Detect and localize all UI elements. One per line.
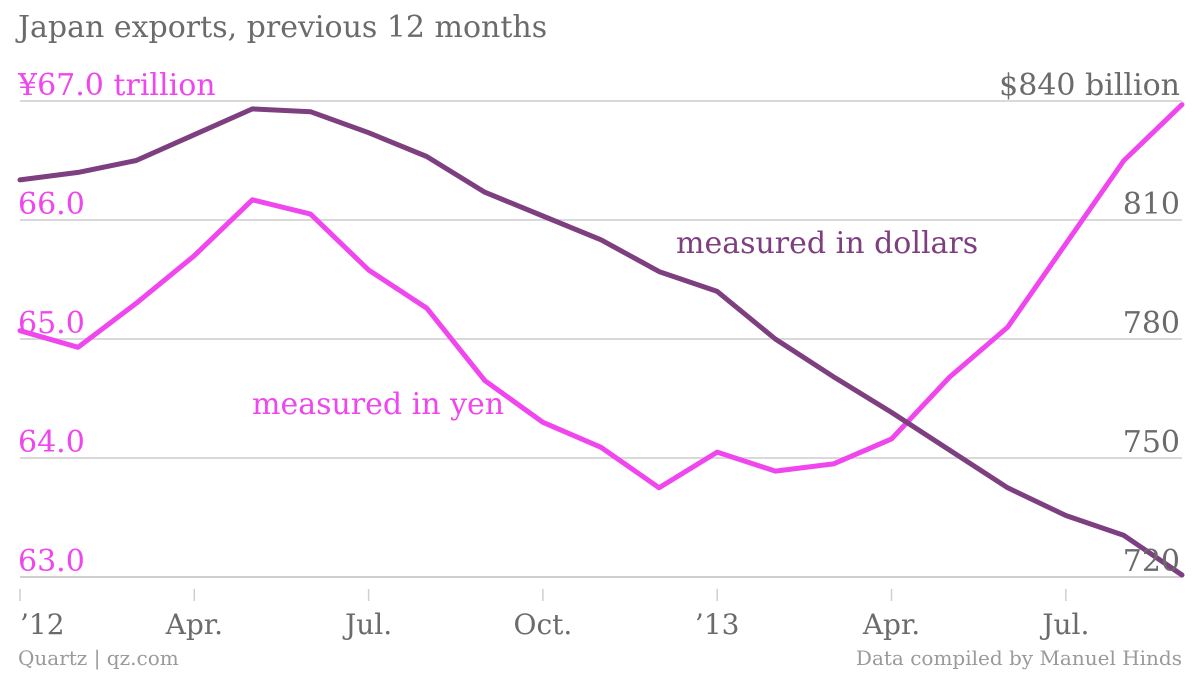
x-tick-label: ’12 bbox=[20, 608, 65, 641]
gridlines bbox=[20, 100, 1182, 578]
dollars-series-label: measured in dollars bbox=[676, 226, 978, 261]
y-right-tick-label: $840 billion bbox=[999, 68, 1180, 103]
series-annotations: measured in dollars measured in yen bbox=[252, 226, 978, 422]
y-left-tick-label: 64.0 bbox=[18, 425, 85, 460]
x-tick-label: Jul. bbox=[342, 608, 392, 641]
y-left-tick-label: 63.0 bbox=[18, 544, 85, 579]
chart-title: Japan exports, previous 12 months bbox=[18, 10, 548, 45]
series-lines bbox=[17, 102, 1185, 578]
y-left-tick-label: 65.0 bbox=[18, 306, 85, 341]
x-tick-label: Oct. bbox=[514, 608, 573, 641]
x-tick-label: Apr. bbox=[862, 608, 920, 641]
x-tick-label: ’13 bbox=[695, 608, 740, 641]
y-right-tick-label: 780 bbox=[1123, 306, 1180, 341]
x-tick-label: Apr. bbox=[165, 608, 223, 641]
yen-series-label: measured in yen bbox=[252, 387, 504, 422]
y-right-tick-label: 810 bbox=[1123, 187, 1180, 222]
yen-series-line bbox=[17, 102, 1185, 491]
x-tick-label: Jul. bbox=[1039, 608, 1089, 641]
x-axis: ’12 Apr. Jul. Oct. ’13 Apr. Jul. bbox=[19, 589, 1089, 641]
y-left-tick-label: 66.0 bbox=[18, 187, 85, 222]
dollars-series-line bbox=[17, 106, 1185, 578]
y-axis-labels: 63.0 64.0 65.0 66.0 ¥67.0 trillion 720 750 780 8… bbox=[17, 68, 1180, 579]
source-credit: Quartz | qz.com bbox=[18, 646, 179, 670]
y-right-tick-label: 750 bbox=[1123, 425, 1180, 460]
y-left-tick-label: ¥67.0 trillion bbox=[17, 68, 216, 103]
y-right-tick-label: 720 bbox=[1123, 544, 1180, 579]
data-credit: Data compiled by Manuel Hinds bbox=[855, 646, 1182, 670]
